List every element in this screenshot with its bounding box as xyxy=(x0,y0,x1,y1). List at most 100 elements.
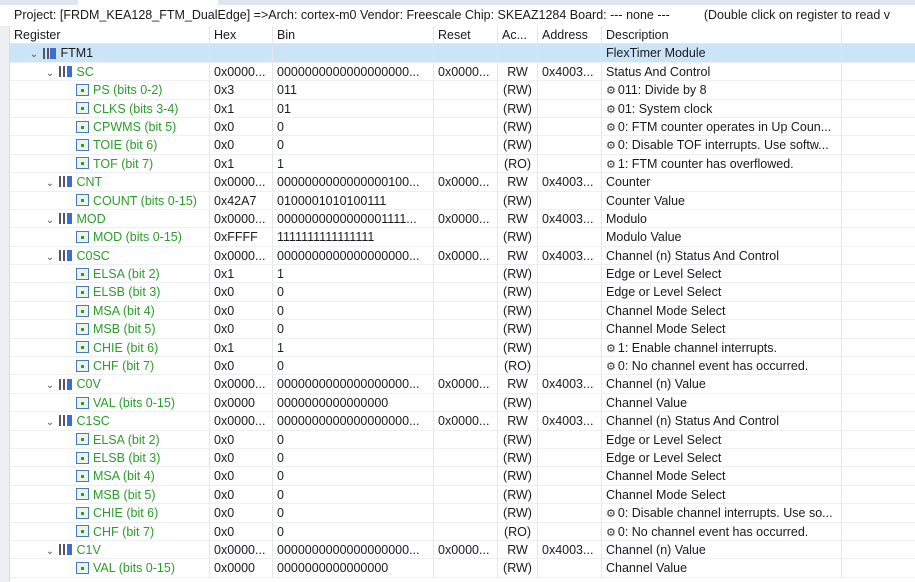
register-cell[interactable]: ⌄ C0SC xyxy=(10,246,210,265)
register-cell[interactable]: ⌄ FTM1 xyxy=(10,44,210,62)
table-row[interactable]: CHIE (bit 6) 0x0 0 (RW) ⚙ 0: Disable channel … xyxy=(10,504,915,523)
chevron-down-icon[interactable]: ⌄ xyxy=(45,214,55,226)
register-cell[interactable]: MSB (bit 5) xyxy=(10,485,210,504)
table-row[interactable]: CHF (bit 7) 0x0 0 (RO) ⚙ 0: No channel event … xyxy=(10,357,915,376)
active-tab[interactable] xyxy=(78,0,218,5)
description-text: 0: No channel event has occurred. xyxy=(617,524,809,539)
table-row[interactable]: CLKS (bits 3-4) 0x1 01 (RW) ⚙ 01: System cloc… xyxy=(10,99,915,118)
table-row[interactable]: ELSB (bit 3) 0x0 0 (RW) Edge or Level Select xyxy=(10,283,915,302)
bin-cell-text: 0000000000000000 xyxy=(277,561,389,576)
chevron-down-icon[interactable]: ⌄ xyxy=(45,380,55,392)
table-row[interactable]: COUNT (bits 0-15) 0x42A7 0100001010100111 (… xyxy=(10,191,915,210)
register-cell[interactable]: ⌄ MOD xyxy=(10,209,210,228)
hex-cell-text: 0x0000... xyxy=(214,248,266,263)
access-cell: (RW) xyxy=(498,81,538,99)
register-cell[interactable]: ⌄ C0V xyxy=(10,375,210,393)
col-access[interactable]: Ac... xyxy=(498,26,538,44)
table-row[interactable]: CHF (bit 7) 0x0 0 (RO) ⚙ 0: No channel event … xyxy=(10,522,915,541)
register-cell[interactable]: ⌄ C1V xyxy=(10,540,210,559)
register-cell[interactable]: ⌄ C1SC xyxy=(10,412,210,430)
col-address[interactable]: Address xyxy=(538,26,602,44)
register-cell[interactable]: TOF (bit 7) xyxy=(10,154,210,173)
register-cell[interactable]: ELSA (bit 2) xyxy=(10,430,210,448)
register-cell[interactable]: MSA (bit 4) xyxy=(10,467,210,485)
table-row[interactable]: MSB (bit 5) 0x0 0 (RW) Channel Mode Select xyxy=(10,485,915,505)
table-row[interactable]: PS (bits 0-2) 0x3 011 (RW) ⚙ 011: Divide by 8 xyxy=(10,81,915,100)
table-row[interactable]: MSB (bit 5) 0x0 0 (RW) Channel Mode Select xyxy=(10,320,915,339)
chevron-down-icon[interactable]: ⌄ xyxy=(45,545,55,557)
chevron-down-icon[interactable]: ⌄ xyxy=(45,67,55,79)
register-cell[interactable]: CHIE (bit 6) xyxy=(10,338,210,357)
register-cell[interactable]: CHF (bit 7) xyxy=(10,522,210,540)
register-cell[interactable]: ELSA (bit 2) xyxy=(10,265,210,283)
register-cell[interactable]: CLKS (bits 3-4) xyxy=(10,99,210,117)
bin-cell-text: 0 xyxy=(277,359,284,374)
register-name: ELSA (bit 2) xyxy=(93,267,160,282)
table-row[interactable]: MSA (bit 4) 0x0 0 (RW) Channel Mode Select xyxy=(10,467,915,486)
register-cell[interactable]: CHIE (bit 6) xyxy=(10,504,210,522)
chevron-down-icon[interactable]: ⌄ xyxy=(29,49,39,61)
chevron-down-icon[interactable]: ⌄ xyxy=(45,417,55,429)
table-row[interactable]: ELSA (bit 2) 0x1 1 (RW) Edge or Level Select xyxy=(10,265,915,284)
description-text: Channel (n) Value xyxy=(606,542,706,557)
register-cell[interactable]: MOD (bits 0-15) xyxy=(10,228,210,246)
table-row[interactable]: VAL (bits 0-15) 0x0000 0000000000000000 (RW… xyxy=(10,393,915,413)
description-text: 0: FTM counter operates in Up Coun... xyxy=(617,119,832,134)
description-text: FlexTimer Module xyxy=(606,46,706,61)
chevron-down-icon[interactable]: ⌄ xyxy=(45,251,55,263)
access-cell: RW xyxy=(498,209,538,228)
register-name: CHF (bit 7) xyxy=(93,359,155,374)
access-cell: (RW) xyxy=(498,448,538,467)
bitfield-icon xyxy=(76,322,89,335)
register-cell[interactable]: CPWMS (bit 5) xyxy=(10,117,210,136)
register-cell[interactable]: TOIE (bit 6) xyxy=(10,136,210,154)
table-row[interactable]: TOIE (bit 6) 0x0 0 (RW) ⚙ 0: Disable TOF inte… xyxy=(10,136,915,155)
filler-cell xyxy=(842,247,915,264)
table-row[interactable]: ⌄ FTM1 FlexTimer Module xyxy=(10,44,915,63)
register-cell[interactable]: ELSB (bit 3) xyxy=(10,283,210,301)
col-bin[interactable]: Bin xyxy=(273,26,434,44)
table-row[interactable]: MOD (bits 0-15) 0xFFFF 1111111111111111 (RW… xyxy=(10,228,915,247)
col-description[interactable]: Description xyxy=(602,26,842,44)
register-cell[interactable]: PS (bits 0-2) xyxy=(10,81,210,99)
register-cell[interactable]: ELSB (bit 3) xyxy=(10,448,210,467)
hex-cell: 0x0000 xyxy=(210,559,273,577)
chevron-down-icon[interactable]: ⌄ xyxy=(45,178,55,190)
register-cell[interactable]: MSA (bit 4) xyxy=(10,301,210,320)
reset-cell xyxy=(434,320,498,338)
table-row[interactable]: ⌄ MOD 0x0000... 0000000000000001111... 0x00… xyxy=(10,209,915,229)
filler-cell xyxy=(842,228,915,245)
address-cell xyxy=(538,154,602,173)
table-row[interactable]: CPWMS (bit 5) 0x0 0 (RW) ⚙ 0: FTM counter ope… xyxy=(10,117,915,137)
register-cell[interactable]: ⌄ SC xyxy=(10,62,210,81)
access-cell-text: (RW) xyxy=(503,193,532,208)
table-row[interactable]: ELSA (bit 2) 0x0 0 (RW) Edge or Level Select xyxy=(10,430,915,449)
table-row[interactable]: ⌄ C0SC 0x0000... 0000000000000000000... 0x0… xyxy=(10,246,915,266)
col-hex[interactable]: Hex xyxy=(210,26,273,44)
hex-cell-text: 0x0000 xyxy=(214,395,256,410)
register-cell[interactable]: ⌄ CNT xyxy=(10,173,210,191)
register-cell[interactable]: VAL (bits 0-15) xyxy=(10,559,210,577)
register-cell[interactable]: MSB (bit 5) xyxy=(10,320,210,338)
table-row[interactable]: ⌄ CNT 0x0000... 0000000000000000100... 0x00… xyxy=(10,173,915,192)
table-row[interactable]: CHIE (bit 6) 0x1 1 (RW) ⚙ 1: Enable channel i… xyxy=(10,338,915,358)
description-cell: ⚙ 0: No channel event has occurred. xyxy=(602,522,842,540)
col-register[interactable]: Register xyxy=(10,26,210,44)
table-row[interactable]: TOF (bit 7) 0x1 1 (RO) ⚙ 1: FTM counter has o… xyxy=(10,154,915,174)
table-row[interactable]: ⌄ C0V 0x0000... 0000000000000000000... 0x00… xyxy=(10,375,915,394)
table-row[interactable]: VAL (bits 0-15) 0x0000 0000000000000000 (RW… xyxy=(10,559,915,578)
table-row[interactable]: ⌄ C1V 0x0000... 0000000000000000000... 0x00… xyxy=(10,540,915,560)
hex-cell-text: 0x0 xyxy=(214,450,235,465)
access-cell-text: (RW) xyxy=(503,340,532,355)
register-cell[interactable]: VAL (bits 0-15) xyxy=(10,393,210,412)
access-cell: RW xyxy=(498,540,538,559)
table-row[interactable]: ⌄ SC 0x0000... 0000000000000000000... 0x000… xyxy=(10,62,915,82)
table-row[interactable]: ELSB (bit 3) 0x0 0 (RW) Edge or Level Select xyxy=(10,448,915,468)
address-cell xyxy=(538,357,602,375)
register-cell[interactable]: COUNT (bits 0-15) xyxy=(10,191,210,209)
address-cell xyxy=(538,191,602,209)
table-row[interactable]: ⌄ C1SC 0x0000... 0000000000000000000... 0x0… xyxy=(10,412,915,431)
table-row[interactable]: MSA (bit 4) 0x0 0 (RW) Channel Mode Select xyxy=(10,301,915,321)
col-reset[interactable]: Reset xyxy=(434,26,498,44)
register-cell[interactable]: CHF (bit 7) xyxy=(10,357,210,375)
